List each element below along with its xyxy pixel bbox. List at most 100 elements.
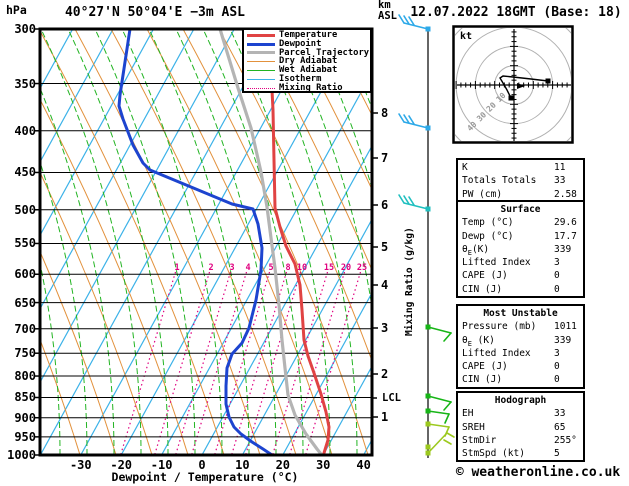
wet-adiabat-line xyxy=(41,163,88,454)
legend-item-label: Dry Adiabat xyxy=(279,56,338,67)
dry-adiabat-line xyxy=(41,31,225,454)
table-row: SREH 65 xyxy=(458,421,583,434)
altitude-tick-label: 5 xyxy=(381,240,389,254)
isotherm-line xyxy=(201,146,371,454)
table-row-label: Temp (°C) xyxy=(462,217,514,229)
table-row: StmSpd (kt) 5 xyxy=(458,447,583,460)
indices-table: Hodograph EH 33 SREH 65 StmDir 255° StmSpd (kt)… xyxy=(456,391,585,463)
wet-adiabat-line xyxy=(202,30,304,454)
indices-table: Most Unstable Pressure (mb) 1011 θE (K) 339 L… xyxy=(456,304,585,389)
table-row-value: 0 xyxy=(554,270,560,282)
table-row-value: 17.7 xyxy=(554,230,577,242)
table-row-label: StmDir xyxy=(462,434,497,446)
wind-barb-feather xyxy=(443,439,452,445)
table-row-value: 5 xyxy=(554,448,560,460)
table-row-label: Pressure (mb) xyxy=(462,321,537,333)
table-row-label: Dewp (°C) xyxy=(462,230,514,242)
temperature-tick-label: 40 xyxy=(356,458,371,472)
legend-item-label: Temperature xyxy=(279,30,338,40)
mixing-ratio-value-label: 15 xyxy=(324,263,334,273)
table-row-value: 339 xyxy=(554,334,572,346)
table-row-label: SREH xyxy=(462,421,485,433)
wind-barb-feather xyxy=(427,395,452,403)
wind-barb-feather xyxy=(403,22,429,30)
isotherm-line xyxy=(323,366,371,454)
pressure-tick-label: 850 xyxy=(14,390,36,405)
table-row: EH 33 xyxy=(458,407,583,420)
legend-item-label: Isotherm xyxy=(279,73,322,84)
legend-line-sample xyxy=(247,78,275,80)
wind-barb-feather xyxy=(403,114,410,124)
wet-adiabat-line xyxy=(41,266,61,454)
isotherm-line xyxy=(41,30,275,454)
table-row: StmDir 255° xyxy=(458,434,583,447)
table-row-value: 0 xyxy=(554,283,560,295)
station-title: 40°27'N 50°04'E −3m ASL xyxy=(64,5,245,20)
hodograph-unit-label: kt xyxy=(460,31,472,42)
table-row: Totals Totals 33 xyxy=(458,174,583,187)
wind-barb-feather xyxy=(408,115,415,125)
table-row-label: Totals Totals xyxy=(462,175,537,187)
wind-barb-feather xyxy=(427,423,450,428)
wind-barb-feather xyxy=(403,202,429,210)
table-row: K 11 xyxy=(458,161,583,174)
wind-barb-feather xyxy=(444,413,450,424)
temperature-curve xyxy=(267,30,331,454)
isotherm-line xyxy=(41,30,195,309)
table-row: PW (cm) 2.58 xyxy=(458,188,583,201)
temperature-tick-label: 10 xyxy=(235,458,250,472)
dewpoint-curve xyxy=(117,30,274,454)
wind-barb-feather xyxy=(427,410,450,415)
pressure-tick-label: 350 xyxy=(14,76,36,91)
pressure-tick-label: 900 xyxy=(14,410,36,425)
table-row-label: Lifted Index xyxy=(462,347,531,359)
hodograph-wind-trace xyxy=(499,75,549,99)
table-row-value: 33 xyxy=(554,408,566,420)
table-row-label: CAPE (J) xyxy=(462,270,508,282)
table-row-label: θE(K) xyxy=(462,243,490,257)
isotherm-line xyxy=(121,30,356,454)
table-row-value: 255° xyxy=(554,434,577,446)
table-row: Lifted Index 3 xyxy=(458,347,583,360)
hodograph-level-marker xyxy=(545,78,551,84)
legend-line-sample xyxy=(247,42,275,46)
legend-item: Isotherm xyxy=(244,75,370,84)
table-row-value: 1011 xyxy=(554,321,577,333)
pressure-tick-label: 700 xyxy=(14,321,36,336)
table-row-label: StmSpd (kt) xyxy=(462,448,525,460)
pressure-unit-label: hPa xyxy=(6,3,27,17)
legend-item-label: Parcel Trajectory xyxy=(279,47,370,58)
dry-adiabat-line xyxy=(146,30,333,454)
mixing-ratio-value-label: 1 xyxy=(174,263,179,273)
mixing-ratio-value-label: 4 xyxy=(245,263,250,273)
wet-adiabat-line xyxy=(41,30,142,454)
pressure-tick-label: 400 xyxy=(14,123,36,138)
table-row-value: 29.6 xyxy=(554,217,577,229)
table-row-label: PW (cm) xyxy=(462,188,503,200)
mixing-ratio-value-label: 20 xyxy=(341,263,351,273)
parcel-trajectory-curve xyxy=(218,30,323,454)
storm-motion-marker xyxy=(517,83,525,89)
table-section-header: Surface xyxy=(500,204,541,215)
lcl-label: LCL xyxy=(382,392,401,404)
legend-line-sample xyxy=(247,87,275,89)
table-section-header: Hodograph xyxy=(494,395,547,406)
table-row-value: 3 xyxy=(554,347,560,359)
datetime-title: 12.07.2022 18GMT (Base: 18) xyxy=(410,5,622,20)
isotherm-line xyxy=(282,293,371,454)
temperature-tick-label: -10 xyxy=(150,458,173,472)
table-row: CAPE (J) 0 xyxy=(458,360,583,373)
mixing-ratio-line xyxy=(191,271,248,454)
wet-adiabat-line xyxy=(67,30,169,454)
pressure-tick-label: 800 xyxy=(14,369,36,384)
wet-adiabat-line xyxy=(364,30,371,44)
mixing-ratio-value-label: 2 xyxy=(208,263,213,273)
table-row-value: 339 xyxy=(554,243,572,255)
wet-adiabat-line xyxy=(121,30,223,454)
table-row-value: 3 xyxy=(554,257,560,269)
altitude-unit-asl: ASL xyxy=(378,10,397,22)
table-row-value: 11 xyxy=(554,162,566,173)
pressure-tick-label: 950 xyxy=(14,429,36,444)
altitude-tick-label: 4 xyxy=(381,278,389,292)
